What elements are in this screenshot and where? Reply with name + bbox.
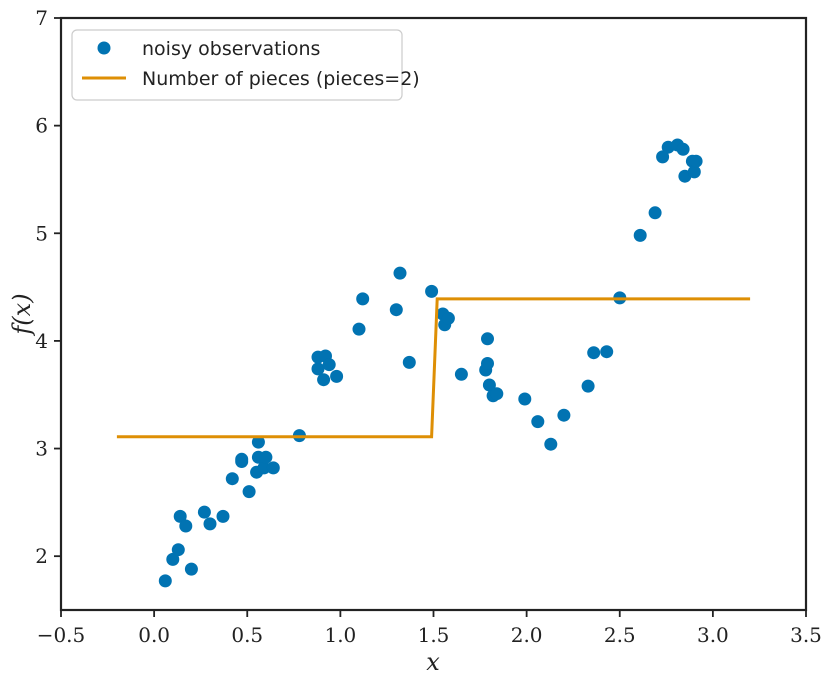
data-point <box>481 357 494 370</box>
data-point <box>518 392 532 406</box>
data-point <box>317 373 331 387</box>
x-axis-label: x <box>426 648 440 676</box>
data-point <box>441 311 455 325</box>
data-point <box>235 452 249 466</box>
data-point <box>311 362 325 376</box>
data-point <box>393 266 407 280</box>
data-point <box>179 519 193 533</box>
data-point <box>197 505 211 519</box>
y-tick-label: 4 <box>35 329 48 353</box>
y-tick-label: 3 <box>35 437 48 461</box>
y-tick-label: 6 <box>35 114 48 138</box>
x-tick-label: 3.0 <box>697 623 729 647</box>
x-tick-label: 0.0 <box>138 623 170 647</box>
data-point <box>490 387 504 401</box>
y-tick-label: 7 <box>35 6 48 30</box>
data-point <box>633 228 647 242</box>
plot-area <box>116 138 751 588</box>
legend: noisy observations Number of pieces (pie… <box>71 29 420 101</box>
x-tick-label: 0.5 <box>231 623 263 647</box>
x-tick-label: 1.5 <box>418 623 450 647</box>
series-line-pieces <box>116 297 751 439</box>
data-point <box>656 150 670 164</box>
data-point <box>173 509 187 523</box>
data-point <box>557 408 571 422</box>
data-point <box>454 367 468 381</box>
data-point <box>158 574 172 588</box>
x-tick-label: 1.0 <box>324 623 356 647</box>
data-point <box>676 142 690 156</box>
data-point <box>648 206 662 220</box>
data-point <box>216 509 230 523</box>
data-point <box>389 303 403 317</box>
data-point <box>242 485 256 499</box>
axis-ticks: −0.5 0.0 0.5 1.0 1.5 2.0 2.5 3.0 3.5 2 3 4 5 6 7 <box>35 6 822 647</box>
y-tick-label: 2 <box>35 544 48 568</box>
data-point <box>544 437 558 451</box>
data-point <box>166 552 180 566</box>
data-point <box>482 378 496 392</box>
legend-label-pieces: Number of pieces (pieces=2) <box>142 68 420 90</box>
x-tick-label: 2.5 <box>604 623 636 647</box>
axes-frame <box>59 16 808 612</box>
data-point <box>266 461 280 475</box>
data-point <box>587 346 601 360</box>
data-point <box>171 543 185 557</box>
data-point <box>203 517 217 531</box>
data-point <box>581 379 595 393</box>
data-point <box>600 345 614 359</box>
legend-marker-noisy-observations <box>97 41 111 55</box>
legend-label-noisy-observations: noisy observations <box>142 38 320 60</box>
data-point <box>184 562 198 576</box>
x-tick-label: 2.0 <box>511 623 543 647</box>
y-tick-label: 5 <box>35 221 48 245</box>
data-point <box>531 415 545 429</box>
data-point <box>352 322 366 336</box>
data-point <box>687 165 701 179</box>
data-point <box>257 461 271 475</box>
data-point <box>322 358 336 372</box>
legend-box <box>71 29 403 101</box>
data-point <box>689 154 703 168</box>
x-tick-label: −0.5 <box>37 623 86 647</box>
data-point <box>251 435 265 449</box>
plot-frame <box>59 16 808 612</box>
data-point <box>425 284 439 298</box>
data-point <box>225 472 239 486</box>
data-point <box>481 332 494 346</box>
data-point <box>356 292 370 306</box>
data-point <box>259 450 273 464</box>
data-point <box>330 369 344 383</box>
y-axis-label: f(x) <box>8 293 36 336</box>
x-tick-label: 3.5 <box>790 623 822 647</box>
data-point <box>402 355 416 369</box>
